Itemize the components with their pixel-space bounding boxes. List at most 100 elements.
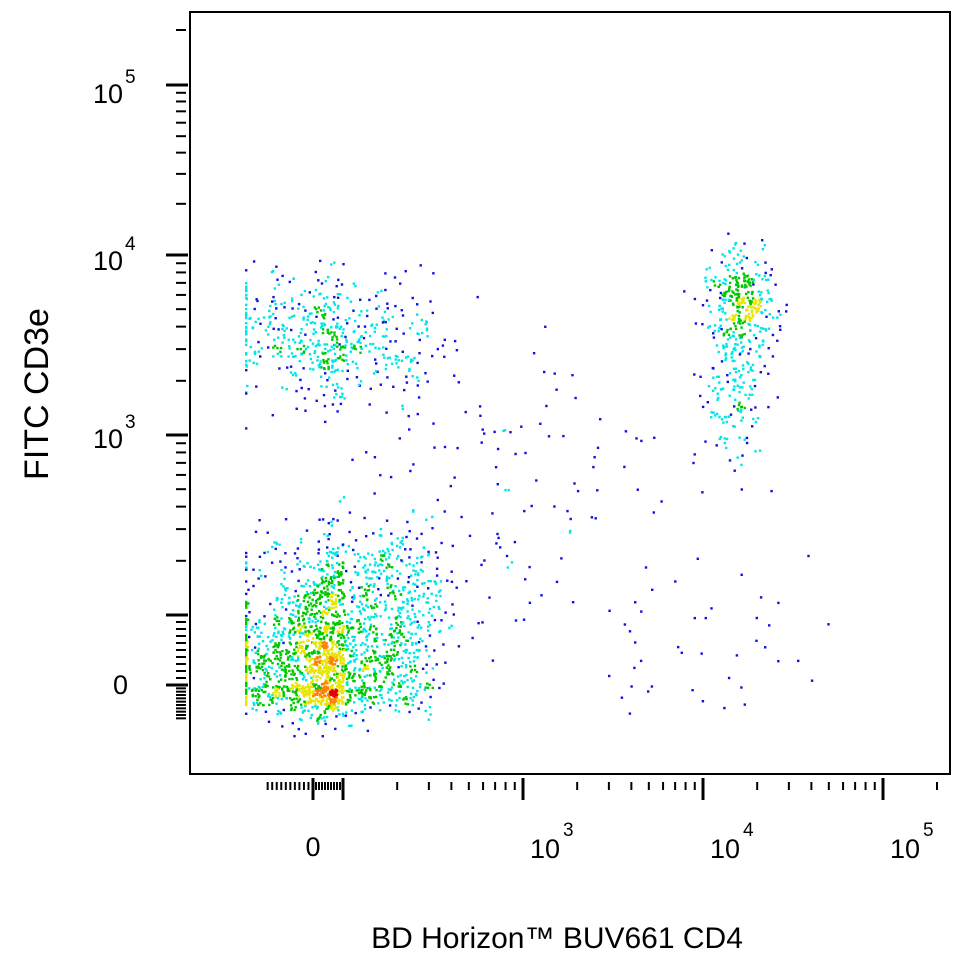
data-point: [374, 612, 377, 616]
data-point: [288, 316, 291, 319]
data-point: [298, 635, 302, 638]
data-point: [716, 398, 719, 401]
data-point: [295, 645, 298, 649]
data-point: [417, 573, 420, 577]
data-point: [750, 387, 753, 391]
data-point: [260, 631, 263, 634]
data-point: [378, 654, 381, 658]
data-point: [391, 681, 394, 684]
data-point: [320, 692, 323, 695]
data-point: [413, 655, 416, 659]
data-point: [357, 697, 361, 701]
data-point: [365, 636, 368, 639]
data-point: [297, 618, 300, 622]
data-point: [318, 602, 322, 606]
data-point: [390, 623, 393, 626]
data-point: [400, 559, 403, 562]
data-point: [303, 709, 307, 712]
data-point: [751, 305, 754, 308]
data-point: [736, 289, 740, 292]
data-point: [412, 510, 415, 513]
data-point: [389, 627, 392, 631]
data-point: [328, 696, 331, 700]
data-point: [329, 635, 333, 639]
data-point: [273, 338, 276, 342]
data-point: [757, 290, 760, 293]
data-point: [555, 580, 559, 584]
data-point: [422, 595, 425, 598]
data-point: [701, 323, 704, 326]
data-point: [280, 664, 283, 668]
data-point: [330, 648, 334, 651]
data-point: [451, 603, 454, 606]
data-point: [311, 620, 314, 623]
data-point: [726, 338, 730, 341]
data-point: [261, 669, 265, 672]
data-point: [334, 670, 337, 673]
data-point: [381, 563, 384, 567]
data-point: [252, 659, 255, 662]
data-point: [376, 291, 380, 294]
data-point: [352, 654, 355, 657]
data-point: [290, 620, 293, 623]
data-point: [335, 622, 338, 626]
data-point: [387, 318, 390, 321]
data-point: [342, 657, 345, 660]
data-point: [396, 651, 399, 654]
data-point: [297, 609, 300, 613]
data-point: [267, 333, 270, 336]
data-point: [336, 657, 339, 660]
data-point: [443, 510, 446, 513]
data-point: [329, 307, 332, 310]
data-point: [720, 261, 723, 264]
data-point: [391, 590, 394, 594]
data-point: [304, 626, 307, 629]
data-point: [396, 355, 399, 358]
data-point: [395, 362, 398, 365]
data-point: [745, 292, 748, 296]
data-point: [344, 665, 347, 668]
data-point: [746, 305, 750, 308]
data-point: [327, 705, 331, 708]
data-point: [332, 621, 335, 624]
data-point: [268, 309, 271, 313]
data-point: [752, 301, 755, 304]
data-point: [748, 315, 751, 319]
data-point: [734, 348, 737, 352]
data-point: [328, 661, 332, 665]
data-point: [348, 724, 351, 727]
data-point: [352, 659, 356, 662]
data-point: [317, 548, 321, 551]
data-point: [342, 673, 345, 676]
data-point: [375, 614, 378, 618]
data-point: [259, 667, 262, 670]
data-point: [303, 653, 307, 656]
data-point: [314, 697, 318, 701]
data-point: [307, 388, 310, 391]
data-point: [385, 566, 388, 569]
data-point: [420, 561, 423, 564]
data-point: [349, 350, 352, 353]
data-point: [399, 541, 402, 544]
data-point: [319, 360, 322, 363]
data-point: [435, 594, 438, 597]
data-point: [335, 341, 339, 344]
data-point: [766, 300, 769, 304]
data-point: [394, 597, 397, 601]
data-point: [334, 344, 337, 347]
data-point: [728, 263, 731, 267]
data-point: [318, 596, 322, 599]
data-point: [727, 289, 730, 293]
data-point: [436, 556, 439, 559]
data-point: [739, 319, 742, 322]
data-point: [324, 670, 327, 673]
data-point: [390, 627, 393, 630]
data-point: [372, 372, 376, 375]
data-point: [421, 639, 424, 643]
data-point: [385, 578, 388, 581]
data-point: [571, 601, 575, 604]
data-point: [410, 632, 413, 636]
data-point: [747, 362, 750, 365]
data-point: [717, 396, 720, 400]
data-point: [285, 388, 288, 391]
